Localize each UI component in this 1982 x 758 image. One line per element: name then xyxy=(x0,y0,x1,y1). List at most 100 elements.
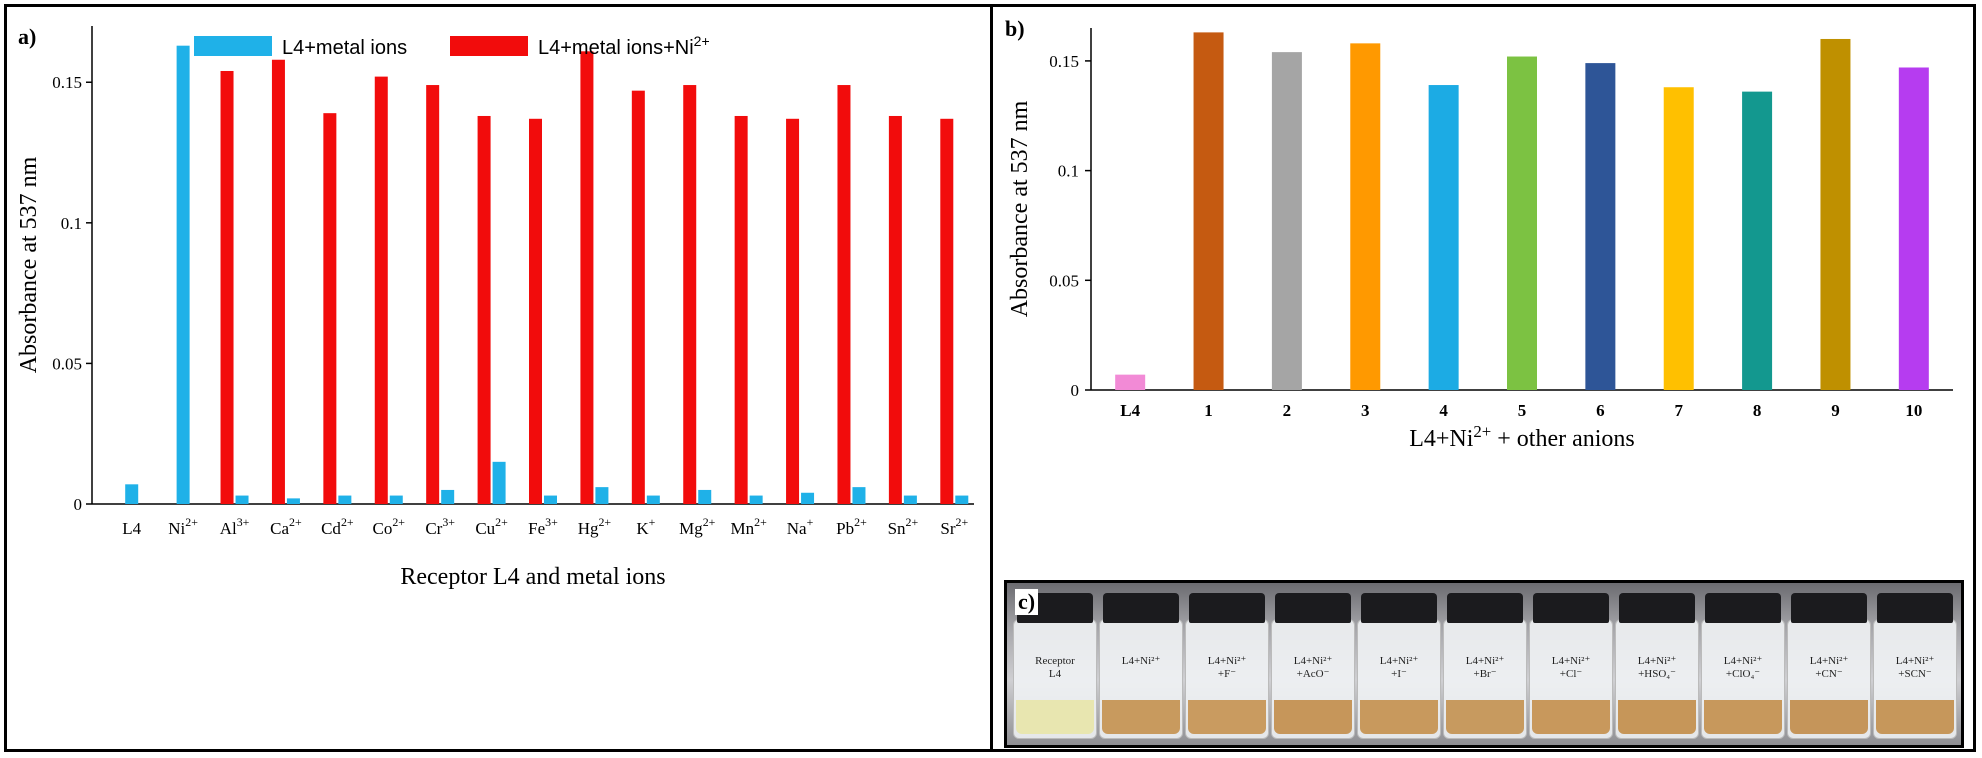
vial-label-line: L4+Ni²⁺ xyxy=(1637,655,1677,667)
bar-ni-series xyxy=(271,59,285,504)
x-axis-title: L4+Ni2+ + other anions xyxy=(1409,422,1635,452)
vial-liquid xyxy=(1274,700,1352,734)
bar-ni-series xyxy=(323,113,337,504)
bar-ni-series xyxy=(631,90,645,504)
bar xyxy=(1820,38,1851,390)
y-tick-label: 0.05 xyxy=(1049,271,1079,290)
bar-ni-series xyxy=(220,70,234,505)
vial-label-line: +ClO₄⁻ xyxy=(1725,668,1761,680)
vial-label-line: +HSO₄⁻ xyxy=(1638,668,1676,680)
vial: L4+Ni²⁺ +AcO⁻ xyxy=(1271,593,1355,743)
bar xyxy=(1663,87,1694,391)
vial-label-line: L4+Ni²⁺ xyxy=(1723,655,1763,667)
vial-cap xyxy=(1103,593,1179,623)
vial: L4+Ni²⁺ +ClO₄⁻ xyxy=(1701,593,1785,743)
bar-metal-series xyxy=(698,489,712,504)
x-tick-label: 5 xyxy=(1518,401,1527,420)
bar-metal-series xyxy=(595,487,609,504)
vial-glass xyxy=(1701,619,1785,739)
vial-cap xyxy=(1791,593,1867,623)
x-tick-label: 6 xyxy=(1596,401,1605,420)
x-tick-label: 10 xyxy=(1905,401,1922,420)
x-tick-label: Ca2+ xyxy=(270,515,302,538)
bar-metal-series xyxy=(801,492,815,504)
y-tick-label: 0 xyxy=(74,495,83,514)
x-tick-label: Sr2+ xyxy=(940,515,968,538)
vial-cap xyxy=(1189,593,1265,623)
vial-cap xyxy=(1619,593,1695,623)
vial: L4+Ni²⁺ +F⁻ xyxy=(1185,593,1269,743)
bar xyxy=(1115,374,1146,390)
vial-label: L4+Ni²⁺ +I⁻ xyxy=(1357,655,1441,681)
bar-metal-series xyxy=(441,489,455,504)
panel-divider xyxy=(990,4,993,752)
x-tick-label: Al3+ xyxy=(220,515,250,538)
vial-cap xyxy=(1705,593,1781,623)
y-axis-title: Absorbance at 537 nm xyxy=(16,156,42,373)
x-tick-label: Na+ xyxy=(787,515,814,538)
bar-ni-series xyxy=(683,85,697,504)
bar-ni-series xyxy=(837,85,851,504)
vial-liquid xyxy=(1446,700,1524,734)
y-axis-title: Absorbance at 537 nm xyxy=(1007,100,1033,317)
vial-label: L4+Ni²⁺ +AcO⁻ xyxy=(1271,655,1355,681)
x-tick-label: L4 xyxy=(1120,401,1140,420)
x-tick-label: Hg2+ xyxy=(578,515,612,538)
vials-photo: c) Receptor L4 L4+Ni²⁺ L4+Ni²⁺ +F⁻ L4+Ni²⁺ +Ac… xyxy=(1004,580,1964,748)
bar-metal-series xyxy=(389,495,403,504)
bar-metal-series xyxy=(955,495,969,504)
x-tick-label: K+ xyxy=(636,515,655,538)
x-tick-label: Ni2+ xyxy=(168,515,198,538)
x-tick-label: Cu2+ xyxy=(475,515,508,538)
x-tick-label: Cd2+ xyxy=(321,515,354,538)
x-tick-label: Mg2+ xyxy=(679,515,716,538)
vial-label: L4+Ni²⁺ +F⁻ xyxy=(1185,655,1269,681)
bar-metal-series xyxy=(646,495,660,504)
vial-liquid xyxy=(1360,700,1438,734)
vial: Receptor L4 xyxy=(1013,593,1097,743)
vial: L4+Ni²⁺ xyxy=(1099,593,1183,743)
bar-ni-series xyxy=(426,85,440,504)
bar-metal-series xyxy=(544,495,557,504)
chart-a: a) 0 0.05 0.1 0.15 L4 Ni2+ Al3+ Ca2+ Cd2+ Co2+ Cr3+… xyxy=(16,24,974,590)
bar-ni-series xyxy=(477,115,491,504)
vial-liquid xyxy=(1876,700,1954,734)
panel-label-b: b) xyxy=(1005,16,1025,41)
y-tick-label: 0.15 xyxy=(52,73,82,92)
vial-glass xyxy=(1271,619,1355,739)
vial-label-line: L4+Ni²⁺ xyxy=(1465,655,1505,667)
vial-label: Receptor L4 xyxy=(1013,655,1097,681)
x-tick-label: 9 xyxy=(1831,401,1840,420)
y-tick-label: 0.1 xyxy=(1058,162,1079,181)
bar xyxy=(1742,91,1773,391)
vial-label-line: L4+Ni²⁺ xyxy=(1809,655,1849,667)
vial-glass xyxy=(1013,619,1097,739)
vial-label-line: L4+Ni²⁺ xyxy=(1121,655,1161,667)
bar xyxy=(1585,63,1616,391)
bar xyxy=(1507,56,1537,391)
vial-label-line: L4+Ni²⁺ xyxy=(1551,655,1591,667)
x-tick-label: Sn2+ xyxy=(888,515,919,538)
x-tick-label: 2 xyxy=(1283,401,1292,420)
legend-swatch-ni xyxy=(450,36,528,56)
legend-swatch-metal xyxy=(194,36,272,56)
x-tick-label: 7 xyxy=(1674,401,1683,420)
vial: L4+Ni²⁺ +Cl⁻ xyxy=(1529,593,1613,743)
vial-label-line: +AcO⁻ xyxy=(1296,668,1330,680)
bar-ni-series xyxy=(940,118,954,504)
vial-label-line: L4+Ni²⁺ xyxy=(1895,655,1935,667)
vial-liquid xyxy=(1790,700,1868,734)
bar xyxy=(1271,52,1302,391)
vial: L4+Ni²⁺ +HSO₄⁻ xyxy=(1615,593,1699,743)
vial-glass xyxy=(1099,619,1183,739)
vial-liquid xyxy=(1532,700,1610,734)
bar-metal-series xyxy=(286,498,300,504)
vial-cap xyxy=(1877,593,1953,623)
vial-label: L4+Ni²⁺ +SCN⁻ xyxy=(1873,655,1957,681)
vial-label-line: L4+Ni²⁺ xyxy=(1207,655,1247,667)
bar-ni-series xyxy=(734,115,748,504)
y-tick-label: 0 xyxy=(1071,381,1080,400)
vial-liquid xyxy=(1618,700,1696,734)
vial-label-line: L4+Ni²⁺ xyxy=(1379,655,1419,667)
x-tick-label: Cr3+ xyxy=(425,515,455,538)
